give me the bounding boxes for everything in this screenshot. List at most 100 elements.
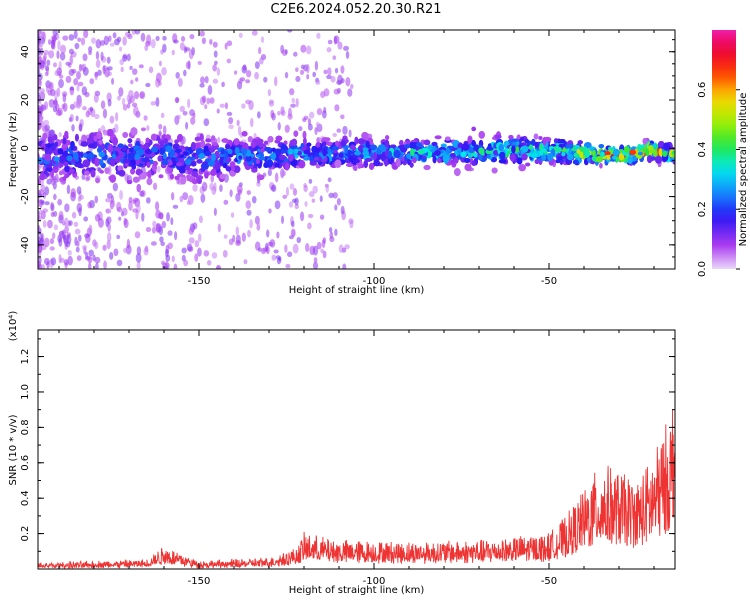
noise-cell: [235, 192, 241, 202]
noise-cell: [177, 77, 183, 88]
noise-cell: [177, 114, 181, 120]
noise-cell: [334, 204, 338, 211]
noise-cell: [161, 221, 167, 229]
noise-cell: [315, 121, 320, 127]
noise-cell: [65, 61, 71, 66]
noise-cell: [348, 129, 352, 138]
noise-cell: [65, 241, 71, 248]
noise-cell: [107, 98, 112, 107]
noise-cell: [296, 237, 302, 244]
noise-cell: [320, 248, 324, 254]
noise-cell: [188, 237, 195, 244]
noise-cell: [138, 64, 144, 69]
noise-cell: [76, 240, 80, 247]
noise-cell: [192, 184, 198, 192]
noise-cell: [274, 76, 278, 87]
noise-cell: [106, 216, 112, 224]
noise-cell: [263, 76, 268, 83]
noise-cell: [236, 80, 243, 90]
noise-cell: [226, 58, 232, 64]
noise-cell: [38, 78, 42, 88]
noise-cell: [57, 198, 63, 206]
noise-cell: [38, 236, 41, 245]
noise-cell: [52, 232, 56, 239]
noise-cell: [57, 40, 61, 51]
noise-cell: [75, 115, 79, 122]
noise-cell: [235, 226, 240, 236]
noise-cell: [132, 197, 139, 203]
noise-cell: [159, 236, 164, 243]
noise-cell: [43, 119, 50, 127]
noise-cell: [107, 66, 113, 71]
noise-cell: [304, 201, 308, 207]
noise-cell: [71, 211, 77, 219]
noise-cell: [52, 30, 58, 37]
noise-cell: [333, 35, 337, 45]
noise-cell: [82, 53, 88, 62]
noise-cell: [312, 261, 319, 269]
noise-cell: [216, 67, 221, 76]
noise-cell: [56, 50, 60, 60]
noise-cell: [89, 78, 95, 85]
noise-cell: [307, 222, 312, 230]
noise-cell: [68, 48, 74, 55]
noise-cell: [110, 202, 116, 208]
noise-cell: [118, 216, 122, 221]
noise-cell: [308, 178, 313, 184]
noise-cell: [210, 174, 215, 183]
noise-cell: [46, 59, 51, 66]
noise-cell: [83, 216, 89, 222]
noise-cell: [327, 177, 332, 183]
noise-cell: [284, 124, 290, 133]
noise-cell: [38, 120, 44, 128]
noise-cell: [73, 30, 78, 40]
noise-cell: [82, 106, 87, 111]
noise-cell: [106, 239, 111, 250]
noise-cell: [314, 60, 319, 71]
noise-cell: [93, 93, 99, 103]
noise-cell: [95, 59, 101, 68]
band-cell: [127, 143, 133, 148]
noise-cell: [171, 49, 175, 56]
noise-cell: [119, 46, 123, 52]
x-tick-label: -50: [541, 576, 557, 587]
y-multiplier-label: (x10⁴): [8, 311, 19, 342]
noise-cell: [308, 191, 315, 198]
noise-cell: [185, 121, 189, 130]
noise-cell: [302, 117, 307, 123]
noise-cell: [340, 205, 345, 215]
noise-cell: [183, 69, 187, 77]
y-tick-label: 0.4: [20, 490, 31, 506]
noise-cell: [148, 66, 154, 74]
noise-cell: [219, 103, 225, 108]
noise-cell: [57, 234, 62, 243]
noise-cell: [268, 100, 275, 107]
noise-cell: [43, 237, 50, 248]
noise-cell: [122, 104, 128, 111]
noise-cell: [228, 124, 234, 129]
noise-cell: [116, 234, 121, 240]
noise-cell: [179, 195, 184, 203]
noise-cell: [337, 41, 343, 50]
noise-cell: [236, 184, 243, 194]
noise-cell: [175, 72, 180, 79]
noise-cell: [234, 70, 238, 75]
noise-cell: [271, 254, 277, 261]
noise-cell: [139, 190, 145, 197]
noise-cell: [166, 212, 170, 222]
noise-cell: [235, 239, 242, 246]
noise-cell: [170, 192, 175, 201]
noise-cell: [228, 117, 234, 125]
noise-cell: [88, 46, 93, 53]
noise-cell: [173, 39, 179, 44]
noise-cell: [245, 99, 251, 105]
noise-cell: [340, 114, 345, 120]
noise-cell: [197, 233, 202, 242]
noise-cell: [155, 97, 160, 107]
noise-cell: [199, 30, 205, 37]
noise-cell: [155, 222, 161, 233]
noise-cell: [162, 43, 167, 53]
noise-cell: [312, 245, 319, 256]
noise-cell: [332, 132, 337, 138]
noise-cell: [80, 64, 85, 71]
